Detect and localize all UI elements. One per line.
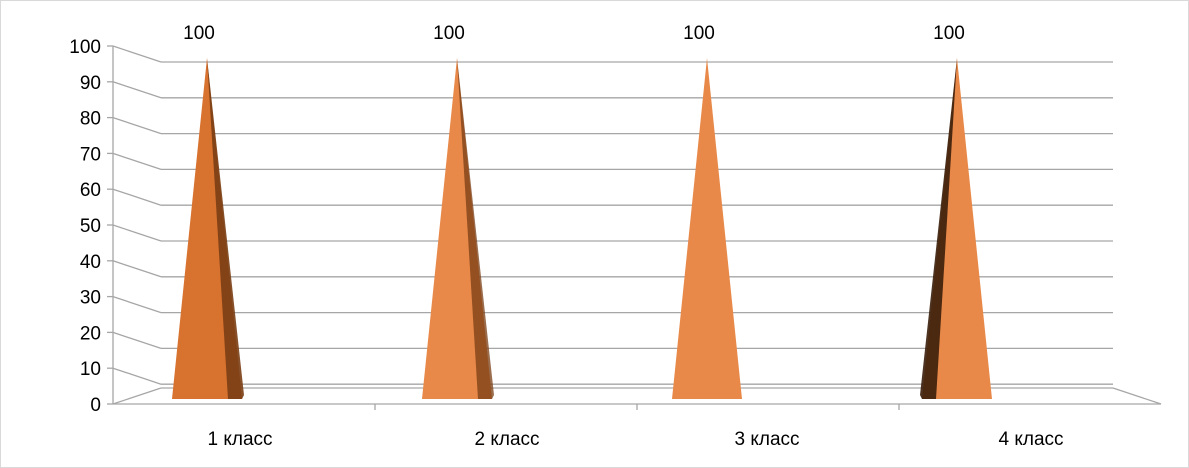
data-label: 100 <box>433 23 465 44</box>
grid-connector <box>112 116 162 135</box>
y-tick-label: 100 <box>69 37 101 58</box>
grid-connector <box>112 188 162 206</box>
data-label: 100 <box>933 23 965 44</box>
floor-left-edge <box>112 387 162 405</box>
cone-body <box>672 58 742 399</box>
category-label: 4 класс <box>998 429 1063 450</box>
cone-bar <box>672 58 742 399</box>
grid-connector <box>112 224 162 242</box>
cone-shade <box>920 58 957 399</box>
y-tick-label: 30 <box>80 288 101 309</box>
grid-connector <box>112 45 162 63</box>
y-tick-label: 80 <box>80 109 101 130</box>
y-tick-label: 0 <box>90 395 101 416</box>
data-label: 100 <box>683 23 715 44</box>
y-tick-label: 40 <box>80 252 101 273</box>
grid-connector <box>112 367 162 385</box>
category-labels: 1 класс 2 класс 3 класс 4 класс <box>207 429 1063 450</box>
y-tick-label: 50 <box>80 216 101 237</box>
cone-bar <box>422 58 494 399</box>
cones <box>172 58 992 399</box>
axes <box>107 45 1162 410</box>
y-tick-label: 90 <box>80 73 101 94</box>
cone-shade <box>207 58 244 399</box>
category-label: 3 класс <box>734 429 799 450</box>
y-tick-label: 10 <box>80 359 101 380</box>
grid-connector <box>112 81 162 99</box>
grid-connector <box>112 295 162 314</box>
y-tick-label: 60 <box>80 180 101 201</box>
data-labels: 100 100 100 100 <box>183 23 965 44</box>
grid-connector <box>112 260 162 278</box>
grid-connector <box>112 152 162 171</box>
cone-bar <box>172 58 244 399</box>
data-label: 100 <box>183 23 215 44</box>
cone-shade <box>457 58 494 399</box>
category-label: 2 класс <box>474 429 539 450</box>
y-axis-ticks: 0 10 20 30 40 50 60 70 80 90 100 <box>69 37 101 416</box>
floor-right-edge <box>1112 387 1162 405</box>
y-tick-label: 70 <box>80 144 101 165</box>
y-tick-label: 20 <box>80 323 101 344</box>
cone-bar <box>920 58 992 399</box>
grid-connector <box>112 331 162 350</box>
category-label: 1 класс <box>207 429 272 450</box>
